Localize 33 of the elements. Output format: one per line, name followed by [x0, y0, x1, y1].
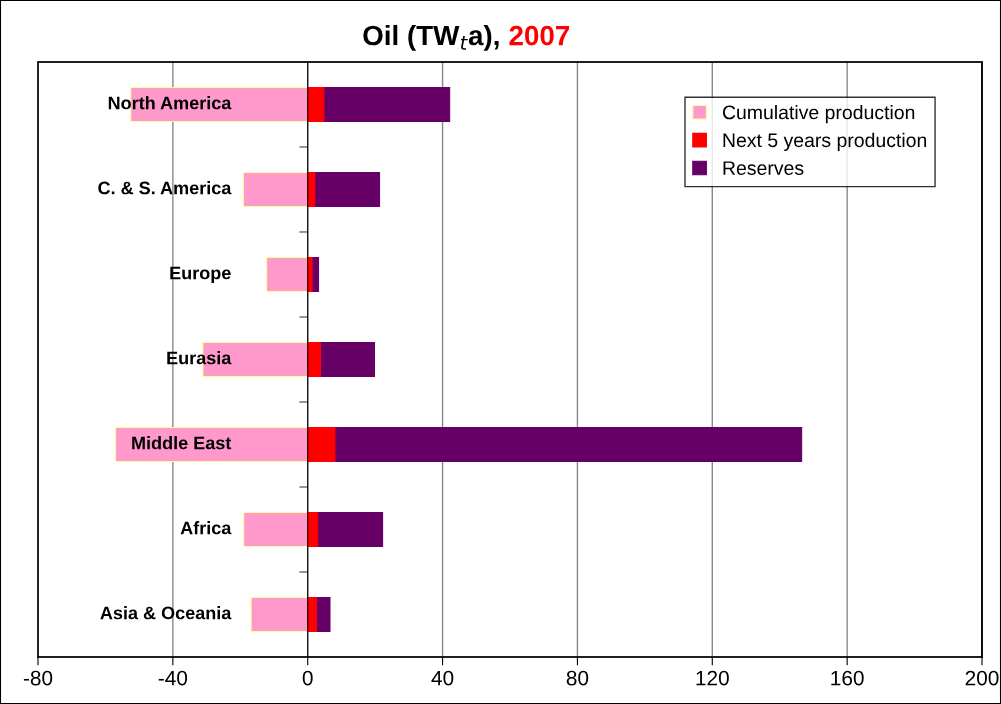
x-tick-label: 0 [302, 670, 313, 686]
legend-label: Next 5 years production [723, 132, 927, 151]
x-tick-label: 120 [696, 670, 729, 686]
bar [250, 596, 309, 633]
y-tick-label: North America [108, 96, 232, 110]
bar [315, 171, 381, 208]
x-tick-label: -80 [23, 670, 53, 686]
bar [318, 511, 384, 548]
legend-label: Cumulative production [722, 105, 915, 124]
bar [324, 86, 451, 123]
x-tick-label: 200 [965, 670, 999, 686]
y-tick-label: Africa [180, 521, 232, 535]
x-tick-label: 80 [566, 670, 589, 686]
y-tick-label: Asia & Oceania [100, 606, 232, 620]
bar [242, 171, 309, 208]
bar [307, 426, 337, 463]
y-tick-label: C. & S. America [98, 181, 232, 195]
x-tick-label: 40 [431, 670, 454, 686]
bar [320, 341, 376, 378]
bar [316, 596, 331, 633]
y-tick-label: Middle East [132, 436, 232, 450]
legend-label: Reserves [723, 161, 804, 175]
y-tick-label: Eurasia [167, 351, 232, 365]
chart-subtitle: 2007 [509, 25, 570, 46]
x-tick-label: -40 [158, 670, 188, 686]
chart-title: Oil (TW$_{t}$a), [363, 24, 499, 51]
bar [266, 256, 309, 293]
y-tick-label: Europe [170, 266, 231, 283]
bar [114, 426, 309, 463]
x-tick-label: 160 [831, 670, 864, 686]
bar [335, 426, 803, 463]
bar [243, 511, 309, 548]
bar [312, 256, 320, 293]
